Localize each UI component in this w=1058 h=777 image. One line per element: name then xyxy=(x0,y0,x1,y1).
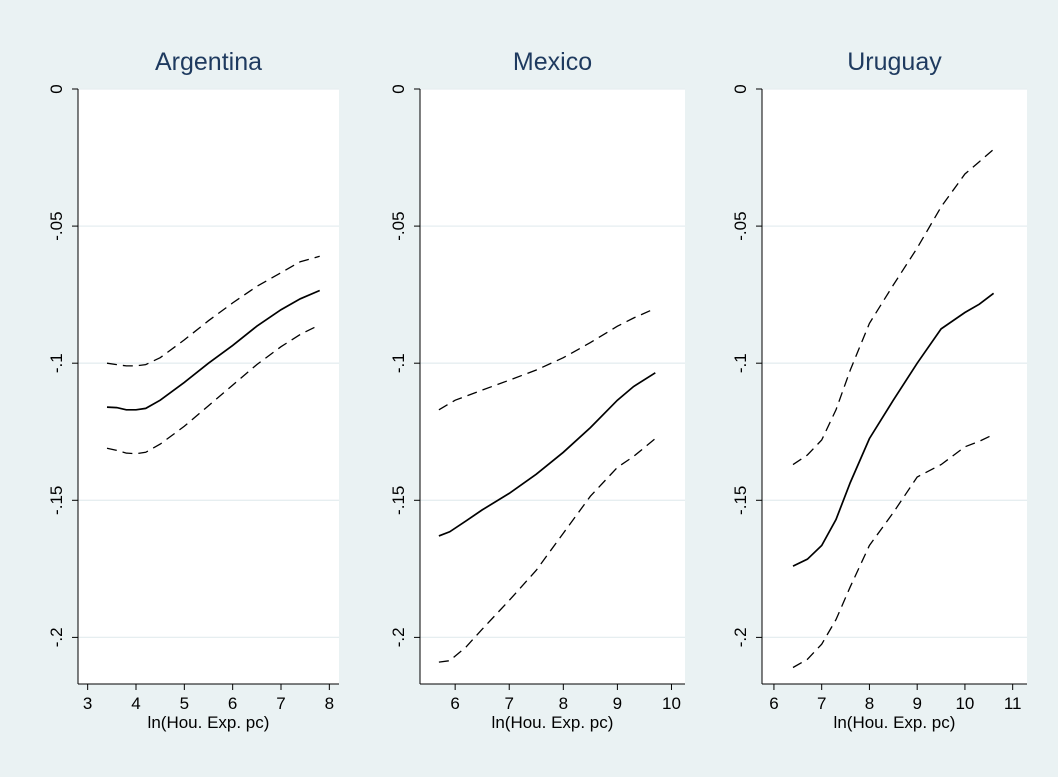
lower-ci-line xyxy=(792,433,994,669)
y-tick-label: -.05 xyxy=(389,211,408,240)
y-tick-label: -.2 xyxy=(731,627,750,647)
x-axis-label: ln(Hou. Exp. pc) xyxy=(834,713,956,732)
panel-title: Mexico xyxy=(513,48,592,76)
x-axis-label: ln(Hou. Exp. pc) xyxy=(492,713,614,732)
y-tick-label: -.1 xyxy=(731,353,750,373)
x-tick-label: 7 xyxy=(276,694,285,713)
x-tick-label: 6 xyxy=(450,694,459,713)
upper-ci-line xyxy=(106,255,320,367)
y-tick-label: -.05 xyxy=(47,211,66,240)
y-tick-label: -.2 xyxy=(47,627,66,647)
x-tick-label: 6 xyxy=(228,694,237,713)
panel-uruguay: Uruguay 0 -.05 -.1 -.15 -.2 6 7 8 9 10 11 ln(Hou. Ex… xyxy=(731,48,1027,732)
y-tick-label: -.05 xyxy=(731,211,750,240)
y-tick-label: 0 xyxy=(389,84,408,93)
x-tick-label: 10 xyxy=(955,694,974,713)
x-tick-label: 8 xyxy=(325,694,334,713)
x-tick-label: 6 xyxy=(769,694,778,713)
x-tick-label: 9 xyxy=(613,694,622,713)
panel-title: Uruguay xyxy=(847,48,942,76)
lower-ci-line xyxy=(438,438,656,663)
lower-ci-line xyxy=(106,324,320,455)
y-tick-label: 0 xyxy=(47,84,66,93)
panel-argentina: Argentina 0 -.05 -.1 -.15 -.2 3 4 5 6 7 8 ln(Hou. Ex… xyxy=(47,48,339,732)
x-tick-label: 11 xyxy=(1004,694,1022,713)
y-tick-label: -.1 xyxy=(47,353,66,373)
y-tick-label: -.2 xyxy=(389,627,408,647)
plot-area xyxy=(762,89,1027,684)
y-tick-label: -.15 xyxy=(47,486,66,515)
panel-mexico: Mexico 0 -.05 -.1 -.15 -.2 6 7 8 9 10 ln(Hou. Exp. … xyxy=(389,48,685,732)
y-tick-label: 0 xyxy=(731,84,750,93)
y-tick-label: -.15 xyxy=(389,486,408,515)
x-tick-label: 4 xyxy=(131,694,140,713)
x-tick-label: 5 xyxy=(180,694,189,713)
x-tick-label: 3 xyxy=(83,694,92,713)
panel-title: Argentina xyxy=(155,48,262,76)
upper-ci-line xyxy=(792,148,995,466)
x-tick-label: 10 xyxy=(662,694,681,713)
x-tick-label: 7 xyxy=(505,694,514,713)
y-tick-label: -.1 xyxy=(389,353,408,373)
x-tick-label: 8 xyxy=(865,694,874,713)
estimate-line xyxy=(438,372,656,537)
y-tick-label: -.15 xyxy=(731,486,750,515)
x-tick-label: 8 xyxy=(559,694,568,713)
estimate-line xyxy=(106,289,321,411)
x-tick-label: 7 xyxy=(817,694,826,713)
x-axis-label: ln(Hou. Exp. pc) xyxy=(148,713,270,732)
x-tick-label: 9 xyxy=(912,694,921,713)
plot-area xyxy=(420,89,685,684)
upper-ci-line xyxy=(438,307,656,411)
estimate-line xyxy=(792,292,995,567)
plot-area xyxy=(78,89,339,684)
